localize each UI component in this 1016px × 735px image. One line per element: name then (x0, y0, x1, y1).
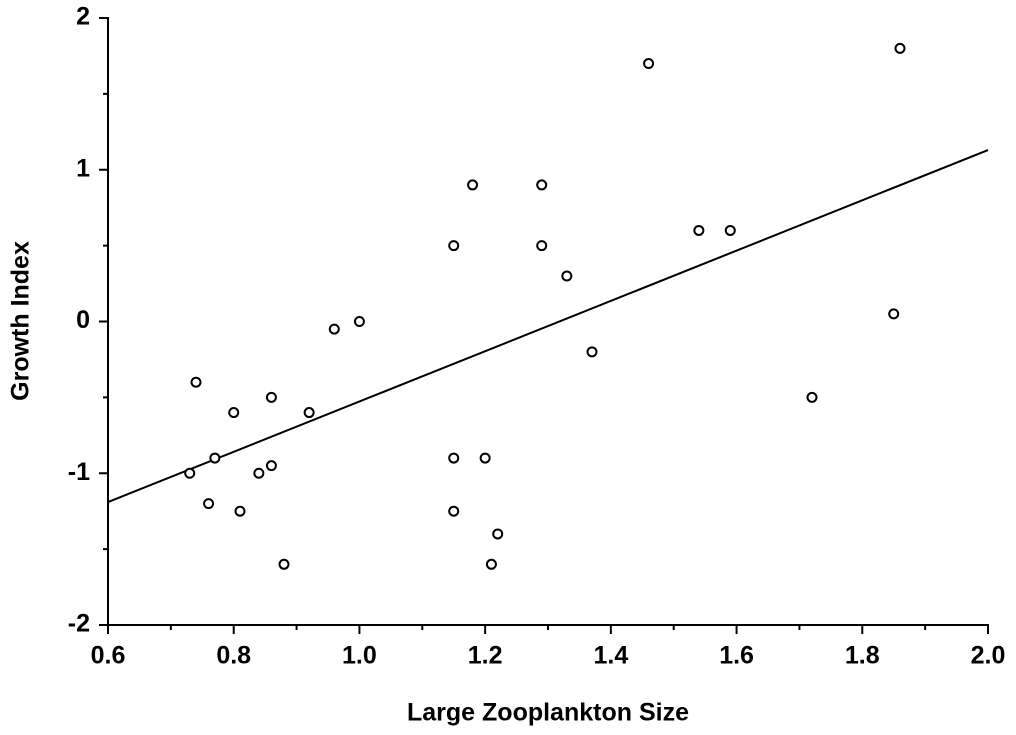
point (328, 323, 340, 335)
point (485, 558, 497, 570)
trend-line (107, 149, 989, 504)
x-tick-label: 1.2 (468, 642, 503, 670)
point (536, 240, 548, 252)
point (894, 42, 906, 54)
point (303, 407, 315, 419)
point (561, 270, 573, 282)
y-tick-label: 2 (76, 3, 90, 31)
point (190, 376, 202, 388)
point (234, 505, 246, 517)
point (724, 224, 736, 236)
y-tick-label: -2 (68, 610, 90, 638)
point (806, 391, 818, 403)
point (253, 467, 265, 479)
x-tick-label: 1.4 (593, 642, 628, 670)
point (693, 224, 705, 236)
point (536, 179, 548, 191)
y-tick-label: 0 (76, 306, 90, 334)
y-axis-label: Growth Index (7, 241, 35, 401)
point (353, 316, 365, 327)
point (643, 58, 655, 70)
point (448, 505, 460, 517)
point (265, 391, 277, 403)
point (265, 460, 277, 472)
x-tick-label: 0.8 (216, 642, 251, 670)
x-tick-label: 1.6 (719, 642, 754, 670)
x-tick-label: 1.8 (845, 642, 880, 670)
point (203, 498, 215, 510)
y-tick-label: -1 (68, 458, 90, 486)
point (209, 452, 221, 464)
point (448, 452, 460, 464)
y-tick-label: 1 (76, 154, 90, 182)
x-axis-label: Large Zooplankton Size (407, 699, 689, 727)
point (479, 452, 491, 464)
point (278, 558, 290, 570)
point (184, 467, 196, 479)
point (586, 346, 598, 358)
x-tick-label: 1.0 (342, 642, 377, 670)
x-tick-label: 0.6 (91, 642, 126, 670)
point (228, 407, 240, 419)
point (467, 179, 479, 191)
x-tick-label: 2.0 (971, 642, 1006, 670)
point (492, 528, 504, 540)
point (888, 308, 900, 320)
point (448, 240, 460, 252)
